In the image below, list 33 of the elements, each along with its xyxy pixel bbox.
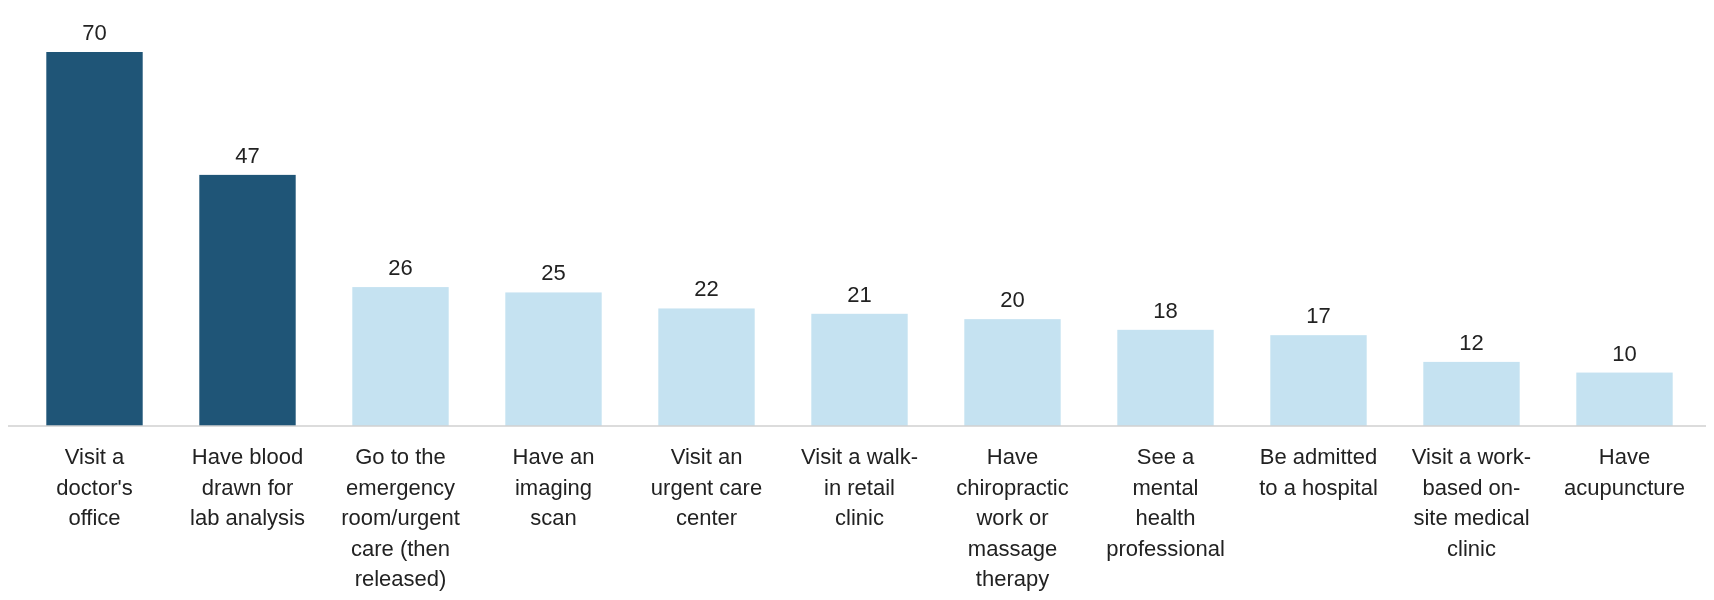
data-label: 22 xyxy=(694,276,719,302)
data-label: 20 xyxy=(1000,287,1025,313)
x-tick-label: Have acupuncture xyxy=(1563,444,1686,500)
bar xyxy=(505,292,602,426)
data-label: 10 xyxy=(1612,340,1637,366)
data-label: 17 xyxy=(1306,303,1331,329)
data-label: 26 xyxy=(388,255,413,281)
x-tick-label: Go to the emergency room/urgent care (then released) xyxy=(341,444,460,591)
x-tick-label: Have blood drawn for lab analysis xyxy=(190,444,305,530)
bar xyxy=(1423,361,1520,426)
x-tick-label: Visit a work- based on- site medical clinic xyxy=(1411,444,1532,561)
bar xyxy=(46,52,143,426)
data-label: 21 xyxy=(847,281,872,307)
x-tick-label: See a mental health professional xyxy=(1106,444,1225,561)
bar xyxy=(1270,335,1367,426)
x-tick-label: Have an imaging scan xyxy=(512,444,595,530)
data-label: 70 xyxy=(82,20,107,45)
bar xyxy=(811,313,908,426)
bar xyxy=(352,287,449,426)
bar xyxy=(199,174,296,426)
data-label: 25 xyxy=(541,260,566,286)
x-tick-label: Visit an urgent care center xyxy=(650,444,763,530)
bar xyxy=(1576,372,1673,426)
data-label: 12 xyxy=(1459,329,1484,355)
bar xyxy=(658,308,755,426)
x-tick-label: Be admitted to a hospital xyxy=(1259,444,1378,500)
x-tick-label: Visit a walk- in retail clinic xyxy=(801,444,918,530)
x-tick-label: Have chiropractic work or massage therapy xyxy=(956,444,1069,591)
data-label: 47 xyxy=(235,142,260,168)
data-label: 18 xyxy=(1153,297,1178,323)
bar xyxy=(1117,329,1214,426)
bar xyxy=(964,319,1061,426)
x-tick-label: Visit a doctor's office xyxy=(56,444,133,530)
